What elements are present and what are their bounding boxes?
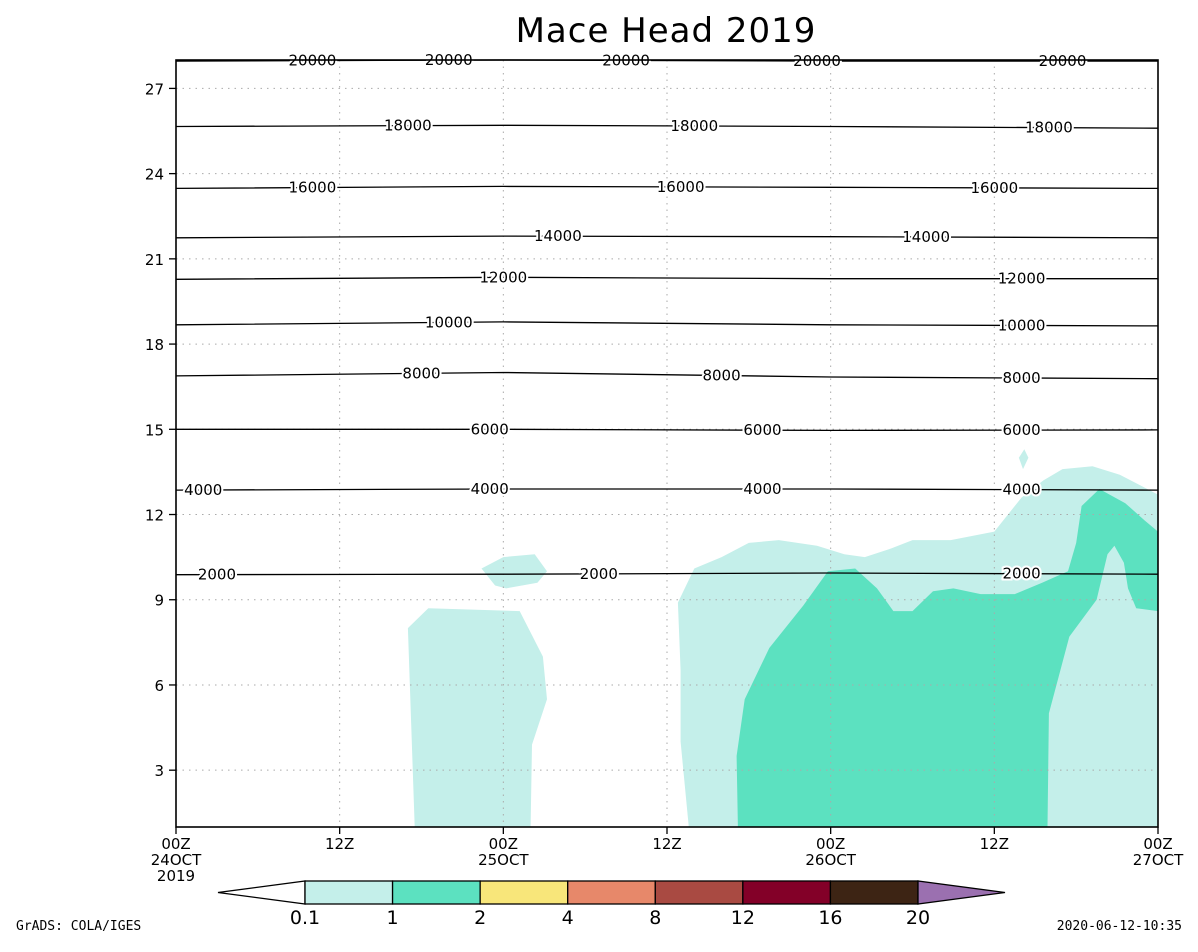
colorbar-box — [567, 880, 656, 905]
colorbar-box — [304, 880, 394, 905]
footer-right: 2020-06-12-10:35 — [1056, 919, 1182, 934]
colorbar-tick-label: 12 — [731, 907, 755, 929]
colorbar-box — [829, 880, 919, 905]
colorbar: 0.1 1 2 4 8 12 16 20 — [217, 880, 1006, 929]
shade-cloud-e — [1018, 449, 1029, 470]
footer-left: GrADS: COLA/IGES — [16, 919, 142, 934]
contour-label-6000: 6000 — [471, 420, 509, 438]
contour-label-18000: 18000 — [670, 117, 718, 135]
contour-label-2000: 2000 — [1003, 565, 1041, 583]
colorbar-tick-label: 2 — [474, 907, 486, 929]
y-tick-label: 24 — [145, 166, 164, 184]
x-tick-label: 27OCT — [1133, 851, 1184, 869]
contour-label-8000: 8000 — [402, 364, 440, 382]
contour-label-2000: 2000 — [198, 566, 236, 584]
colorbar-arrow-low — [217, 880, 306, 905]
x-tick-label: 00Z — [816, 835, 845, 853]
contour-label-6000: 6000 — [1003, 421, 1041, 439]
x-tick-label: 24OCT — [151, 851, 202, 869]
chart-title: Mace Head 2019 — [516, 11, 817, 51]
contour-label-14000: 14000 — [902, 228, 950, 246]
contour-label-12000: 12000 — [479, 268, 527, 286]
x-tick-label: 00Z — [161, 835, 190, 853]
colorbar-box — [742, 880, 832, 905]
y-axis: 3 6 9 12 15 18 21 24 27 — [145, 80, 176, 780]
contour-label-6000: 6000 — [743, 421, 781, 439]
y-tick-label: 9 — [154, 592, 164, 610]
contour-label-16000: 16000 — [970, 179, 1018, 197]
contour-line-12000 — [175, 276, 1158, 280]
y-tick-label: 18 — [145, 336, 164, 354]
x-tick-label: 12Z — [325, 835, 354, 853]
colorbar-tick-label: 0.1 — [290, 907, 320, 929]
contour-line-16000 — [175, 185, 1159, 190]
contour-label-20000: 20000 — [1039, 52, 1087, 70]
contour-label-20000: 20000 — [793, 52, 841, 70]
contour-label-4000: 4000 — [184, 481, 222, 499]
x-tick-label: 26OCT — [805, 851, 856, 869]
contour-label-8000: 8000 — [702, 367, 740, 385]
colorbar-tick-label: 8 — [649, 907, 661, 929]
contour-label-18000: 18000 — [1025, 119, 1073, 137]
colorbar-arrow-high — [917, 880, 1006, 905]
contour-label-4000: 4000 — [1003, 481, 1041, 499]
shade-cloud-b — [481, 554, 547, 589]
x-tick-label: 25OCT — [478, 851, 529, 869]
contour-label-18000: 18000 — [384, 117, 432, 135]
colorbar-tick-label: 16 — [818, 907, 842, 929]
contour-line-18000 — [175, 124, 1159, 129]
contour-label-16000: 16000 — [657, 178, 705, 196]
contour-line-2000 — [175, 572, 1159, 576]
colorbar-tick-label: 20 — [906, 907, 930, 929]
y-tick-label: 27 — [145, 80, 164, 98]
contour-lines: 2000 2000 2000 4000 4000 4000 4000 6000 6000 6000… — [175, 49, 1159, 586]
contour-line-4000 — [175, 488, 1159, 491]
y-tick-label: 12 — [145, 507, 164, 525]
contour-line-14000 — [175, 235, 1159, 239]
shaded-regions — [407, 449, 1158, 827]
contour-label-4000: 4000 — [743, 480, 781, 498]
y-tick-label: 3 — [154, 762, 164, 780]
x-tick-label: 12Z — [652, 835, 681, 853]
x-tick-label: 00Z — [489, 835, 518, 853]
x-tick-label: 12Z — [980, 835, 1009, 853]
contour-label-16000: 16000 — [289, 179, 337, 197]
y-tick-label: 15 — [145, 421, 164, 439]
contour-label-8000: 8000 — [1003, 369, 1041, 387]
colorbar-tick-label: 4 — [562, 907, 574, 929]
x-tick-label: 2019 — [157, 867, 195, 885]
colorbar-tick-label: 1 — [387, 907, 399, 929]
y-tick-label: 21 — [145, 251, 164, 269]
contour-label-10000: 10000 — [998, 316, 1046, 334]
contour-label-2000: 2000 — [580, 565, 618, 583]
shade-cloud-a — [407, 608, 547, 827]
colorbar-box — [479, 880, 569, 905]
contour-line-10000 — [175, 321, 1159, 327]
contour-label-12000: 12000 — [998, 270, 1046, 288]
contour-label-14000: 14000 — [534, 227, 582, 245]
colorbar-box — [654, 880, 744, 905]
contour-line-6000 — [176, 428, 1159, 432]
colorbar-box — [391, 880, 481, 905]
contour-label-10000: 10000 — [425, 313, 473, 331]
y-tick-label: 6 — [154, 677, 164, 695]
x-tick-label: 00Z — [1143, 835, 1172, 853]
contour-label-4000: 4000 — [471, 480, 509, 498]
contour-line-8000 — [175, 371, 1159, 380]
